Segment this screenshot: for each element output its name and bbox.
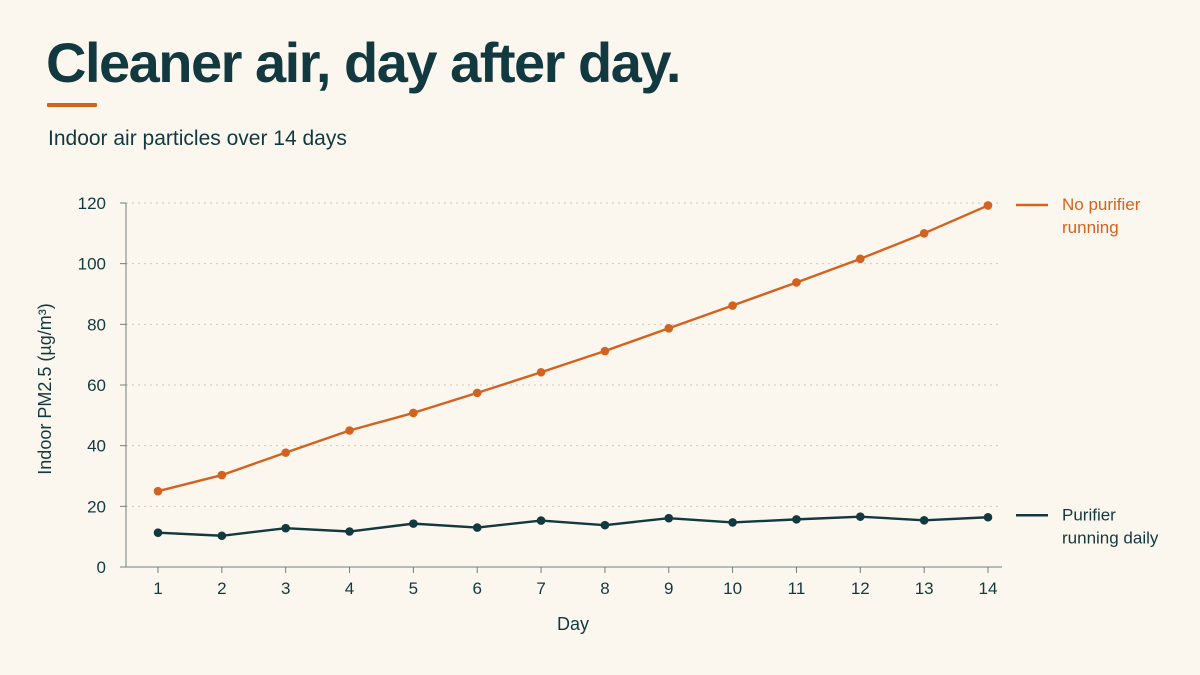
data-point bbox=[472, 388, 482, 398]
data-point bbox=[600, 520, 610, 530]
x-tick-label: 2 bbox=[217, 579, 226, 598]
y-axis-title: Indoor PM2.5 (µg/m³) bbox=[35, 303, 55, 474]
legend-label: running bbox=[1062, 218, 1119, 237]
x-tick-label: 6 bbox=[472, 579, 481, 598]
data-point bbox=[409, 519, 418, 528]
data-point bbox=[792, 515, 801, 524]
data-point bbox=[792, 278, 801, 287]
legend: No purifier running Purifier running daily bbox=[1016, 195, 1159, 547]
data-point bbox=[217, 531, 227, 541]
data-point bbox=[153, 486, 163, 496]
y-tick-label: 0 bbox=[97, 558, 106, 577]
data-point bbox=[919, 515, 929, 525]
legend-label: running daily bbox=[1062, 528, 1159, 547]
data-point bbox=[217, 470, 227, 480]
y-tick-label: 120 bbox=[78, 194, 106, 213]
x-tick-label: 13 bbox=[915, 579, 934, 598]
y-tick-label: 40 bbox=[87, 437, 106, 456]
y-tick-label: 80 bbox=[87, 315, 106, 334]
data-point bbox=[536, 367, 546, 377]
legend-label: No purifier bbox=[1062, 195, 1141, 214]
x-tick-label: 1 bbox=[153, 579, 162, 598]
data-point bbox=[153, 528, 163, 538]
chart-title: Cleaner air, day after day. bbox=[46, 31, 681, 94]
x-tick-label: 7 bbox=[536, 579, 545, 598]
data-point bbox=[345, 426, 354, 435]
data-point bbox=[281, 448, 290, 457]
x-tick-label: 11 bbox=[788, 579, 806, 598]
data-point bbox=[983, 201, 993, 210]
y-tick-label: 60 bbox=[87, 376, 106, 395]
data-point bbox=[664, 323, 674, 333]
series-lines bbox=[153, 201, 993, 541]
series-line bbox=[156, 515, 990, 537]
x-tick-label: 5 bbox=[409, 579, 418, 598]
data-point bbox=[983, 512, 993, 522]
data-point bbox=[919, 229, 929, 238]
gridlines bbox=[126, 202, 1002, 507]
chart-subtitle: Indoor air particles over 14 days bbox=[48, 127, 347, 150]
x-tick-label: 14 bbox=[979, 579, 998, 598]
series-line bbox=[156, 204, 990, 493]
data-point bbox=[728, 301, 737, 310]
x-tick-label: 10 bbox=[723, 579, 742, 598]
legend-label: Purifier bbox=[1062, 505, 1116, 524]
data-point bbox=[856, 254, 865, 264]
x-tick-label: 4 bbox=[345, 579, 354, 598]
data-point bbox=[856, 512, 865, 521]
data-point bbox=[600, 346, 610, 356]
x-tick-label: 12 bbox=[851, 579, 870, 598]
y-tick-label: 100 bbox=[78, 255, 106, 274]
data-point bbox=[728, 518, 737, 527]
x-tick-label: 9 bbox=[664, 579, 673, 598]
x-axis-title: Day bbox=[557, 614, 589, 634]
y-tick-label: 20 bbox=[87, 497, 106, 516]
x-tick-label: 3 bbox=[281, 579, 290, 598]
data-point bbox=[664, 513, 674, 523]
title-accent-rule bbox=[47, 103, 97, 107]
data-point bbox=[536, 516, 546, 525]
data-point bbox=[345, 527, 354, 536]
data-point bbox=[472, 523, 482, 532]
data-point bbox=[281, 523, 290, 533]
x-tick-label: 8 bbox=[600, 579, 609, 598]
data-point bbox=[409, 408, 418, 418]
